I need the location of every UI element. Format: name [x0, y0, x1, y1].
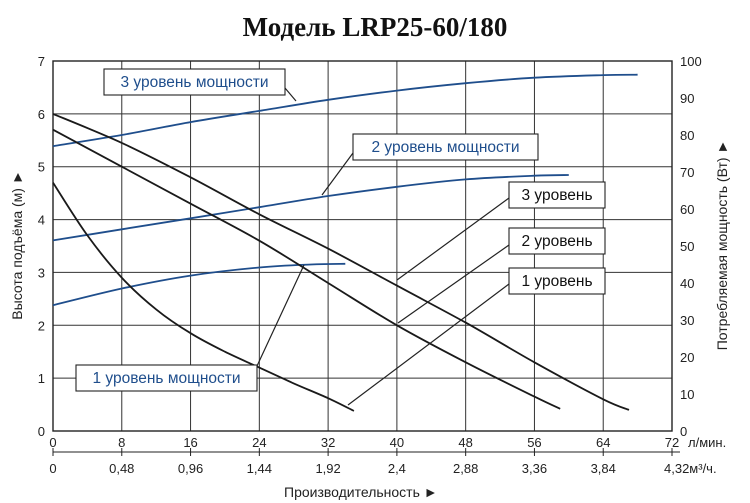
callout-box — [508, 267, 606, 295]
y-right-tick-label: 10 — [680, 387, 694, 402]
power-curve-1 — [52, 262, 346, 307]
callout-label: 3 уровень — [521, 187, 592, 204]
callout-5: 2 уровень — [397, 227, 606, 324]
y-left-tick-label: 4 — [38, 213, 45, 228]
y-right-tick-label: 70 — [680, 165, 694, 180]
x-bottom-tick-label: 3,36 — [522, 461, 547, 476]
callout-label: 2 уровень — [521, 233, 592, 250]
x-axis-title: Производительность ► — [284, 484, 438, 500]
grid — [52, 60, 680, 456]
x-top-tick-label: 72 — [665, 435, 679, 450]
callout-4: 3 уровень — [396, 181, 606, 281]
y-left-tick-label: 3 — [38, 265, 45, 280]
series-layer — [52, 73, 638, 412]
x-top-unit-label: л/мин. — [688, 435, 726, 450]
x-top-tick-label: 32 — [321, 435, 335, 450]
y-right-axis-title: Потребляемая мощность (Вт) ► — [714, 140, 730, 351]
chart-title: Модель LRP25-60/180 — [242, 12, 508, 42]
callout-1: 3 уровень мощности — [103, 68, 297, 102]
y-left-tick-label: 2 — [38, 318, 45, 333]
y-right-tick-label: 50 — [680, 239, 694, 254]
x-top-tick-label: 56 — [527, 435, 541, 450]
head-curve-3 — [52, 113, 630, 411]
y-right-tick-label: 30 — [680, 313, 694, 328]
y-right-tick-label: 100 — [680, 54, 702, 69]
x-bottom-tick-label: 0 — [49, 461, 56, 476]
plot-border — [52, 60, 673, 432]
x-bottom-tick-label: 2,88 — [453, 461, 478, 476]
callout-label: 2 уровень мощности — [371, 139, 519, 156]
x-bottom-tick-label: 0,96 — [178, 461, 203, 476]
callout-box — [103, 68, 286, 96]
head-curve-2 — [52, 128, 561, 410]
x-top-tick-label: 24 — [252, 435, 266, 450]
x-bottom-tick-label: 1,92 — [315, 461, 340, 476]
x-bottom-tick-label: 3,84 — [591, 461, 616, 476]
callouts: 3 уровень мощности 2 уровень мощности 1 ур… — [75, 68, 606, 406]
callout-2: 2 уровень мощности — [321, 133, 539, 196]
callout-box — [352, 133, 539, 161]
x-top-tick-label: 64 — [596, 435, 610, 450]
x-top-tick-label: 8 — [118, 435, 125, 450]
callout-leader-line — [321, 152, 354, 196]
x-bottom-end-label: 4,32м³/ч. — [664, 461, 717, 476]
x-top-tick-label: 48 — [458, 435, 472, 450]
x-bottom-tick-label: 0,48 — [109, 461, 134, 476]
x-top-tick-label: 0 — [49, 435, 56, 450]
callout-label: 1 уровень мощности — [92, 370, 240, 387]
y-left-axis-title: Высота подъёма (м) ► — [9, 170, 25, 319]
callout-box — [508, 181, 606, 209]
y-right-tick-label: 60 — [680, 202, 694, 217]
y-right-tick-label: 20 — [680, 350, 694, 365]
y-left-tick-label: 7 — [38, 54, 45, 69]
y-right-tick-label: 40 — [680, 276, 694, 291]
callout-box — [508, 227, 606, 255]
head-curve-1 — [52, 182, 355, 412]
callout-label: 1 уровень — [521, 273, 592, 290]
x-top-tick-label: 40 — [390, 435, 404, 450]
callout-label: 3 уровень мощности — [120, 74, 268, 91]
y-left-tick-label: 0 — [38, 424, 45, 439]
x-top-tick-label: 16 — [183, 435, 197, 450]
power-curve-3 — [52, 73, 638, 147]
callout-6: 1 уровень — [347, 267, 606, 406]
callout-leader-line — [347, 283, 510, 406]
callout-leader-line — [256, 264, 305, 367]
y-right-tick-label: 80 — [680, 128, 694, 143]
x-bottom-tick-label: 1,44 — [247, 461, 272, 476]
callout-leader-line — [397, 244, 510, 324]
callout-box — [75, 364, 258, 392]
y-right-tick-label: 0 — [680, 424, 687, 439]
power-curve-2 — [52, 174, 569, 242]
y-left-tick-label: 6 — [38, 107, 45, 122]
x-bottom-tick-label: 2,4 — [388, 461, 406, 476]
callout-3: 1 уровень мощности — [75, 264, 305, 392]
y-left-tick-label: 5 — [38, 160, 45, 175]
callout-leader-line — [396, 197, 510, 281]
tick-labels: 0 8 16 24 32 40 48 56 64 720 0,48 0,96 1,44 1,92 2,4 2,… — [38, 54, 702, 476]
y-left-tick-label: 1 — [38, 371, 45, 386]
callout-leader-line — [284, 87, 297, 102]
y-right-tick-label: 90 — [680, 91, 694, 106]
